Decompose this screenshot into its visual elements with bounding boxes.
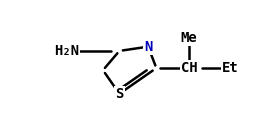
Text: N: N bbox=[144, 40, 152, 54]
Text: Et: Et bbox=[222, 61, 239, 75]
Text: H₂N: H₂N bbox=[54, 44, 79, 58]
Text: CH: CH bbox=[181, 61, 198, 75]
Text: S: S bbox=[115, 87, 123, 101]
Text: Me: Me bbox=[181, 31, 198, 45]
